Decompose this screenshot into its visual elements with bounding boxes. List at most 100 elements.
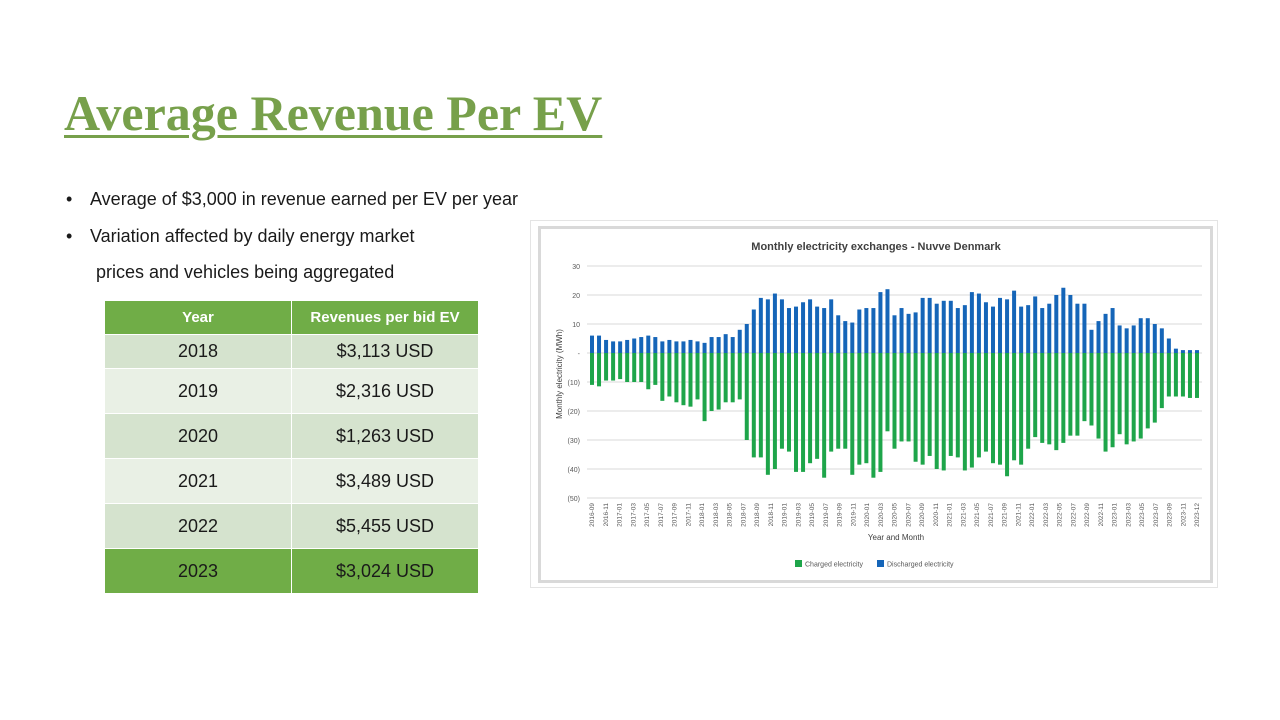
chart-container: Monthly electricity exchanges - Nuvve De… (530, 220, 1218, 588)
discharged-bar (794, 306, 799, 353)
discharged-bar (829, 299, 834, 353)
x-tick-label: 2020-03 (878, 503, 885, 527)
discharged-bar (1110, 308, 1115, 353)
discharged-bar (1019, 306, 1024, 353)
discharged-bar (983, 302, 988, 353)
discharged-bar (639, 337, 644, 353)
table-cell-year: 2019 (104, 368, 292, 414)
slide-title: Average Revenue Per EV (64, 85, 603, 141)
discharged-bar (899, 308, 904, 353)
charged-bar (1082, 353, 1087, 422)
charged-bar (1033, 353, 1038, 438)
discharged-bar (927, 297, 932, 353)
x-tick-label: 2023-05 (1139, 503, 1146, 527)
charged-bar (723, 353, 728, 403)
x-tick-label: 2022-09 (1084, 503, 1091, 527)
y-tick-label: (50) (568, 496, 580, 503)
charged-bar (709, 353, 714, 411)
discharged-bar (815, 306, 820, 353)
discharged-bar (744, 324, 749, 353)
discharged-bar (688, 339, 693, 353)
discharged-bar (1145, 318, 1150, 353)
discharged-bar (1047, 303, 1052, 353)
table-row: 2022 $5,455 USD (104, 503, 479, 549)
discharged-bar (1075, 303, 1080, 353)
table-header-revenue: Revenues per bid EV (291, 300, 479, 335)
x-tick-label: 2018-09 (754, 503, 761, 527)
charged-bar (1145, 353, 1150, 429)
discharged-bar (843, 321, 848, 353)
charged-bar (737, 353, 742, 400)
bullet-item: • Average of $3,000 in revenue earned per… (66, 186, 518, 212)
discharged-bar (962, 305, 967, 353)
legend-label-discharged: Discharged electricity (887, 562, 954, 569)
charged-bar (1054, 353, 1059, 451)
table-cell-revenue: $3,489 USD (291, 458, 479, 504)
discharged-bar (913, 312, 918, 353)
discharged-bar (920, 297, 925, 353)
discharged-bar (1103, 313, 1108, 353)
x-tick-label: 2022-05 (1057, 503, 1064, 527)
charged-bar (941, 353, 946, 471)
charged-bar (625, 353, 630, 382)
discharged-bar (1096, 321, 1101, 353)
table-cell-revenue: $5,455 USD (291, 503, 479, 549)
x-tick-label: 2018-01 (699, 503, 706, 527)
discharged-bar (808, 299, 813, 353)
table-row: 2023 $3,024 USD (104, 548, 479, 594)
x-tick-label: 2023-01 (1112, 503, 1119, 527)
y-tick-label: 10 (572, 322, 580, 329)
charged-bar (955, 353, 960, 458)
charged-bar (1089, 353, 1094, 426)
x-tick-label: 2023-12 (1194, 503, 1201, 527)
charged-bar (1103, 353, 1108, 452)
table-cell-year: 2023 (104, 548, 292, 594)
charged-bar (653, 353, 658, 385)
charged-bar (660, 353, 665, 401)
x-tick-label: 2017-03 (630, 503, 637, 527)
legend-swatch-charged (795, 560, 802, 567)
discharged-bar (1187, 350, 1192, 353)
discharged-bar (653, 337, 658, 353)
charged-bar (899, 353, 904, 442)
discharged-bar (1159, 328, 1164, 353)
x-tick-label: 2022-07 (1070, 503, 1077, 527)
charged-bar (604, 353, 609, 381)
discharged-bar (836, 315, 841, 353)
bullet-list: • Average of $3,000 in revenue earned per… (66, 186, 518, 285)
x-tick-label: 2022-03 (1043, 503, 1050, 527)
charged-bar (779, 353, 784, 449)
discharged-bar (892, 315, 897, 353)
discharged-bar (730, 337, 735, 353)
table-row: 2020 $1,263 USD (104, 413, 479, 459)
charged-bar (1173, 353, 1178, 397)
discharged-bar (878, 292, 883, 353)
x-tick-label: 2022-11 (1098, 503, 1105, 527)
x-tick-label: 2019-05 (809, 503, 816, 527)
discharged-bar (906, 313, 911, 353)
charged-bar (1012, 353, 1017, 461)
x-tick-label: 2018-05 (727, 503, 734, 527)
charged-bar (998, 353, 1003, 465)
chart-frame: Monthly electricity exchanges - Nuvve De… (538, 226, 1213, 583)
discharged-bar (597, 335, 602, 353)
x-tick-label: 2021-05 (974, 503, 981, 527)
discharged-bar (955, 308, 960, 353)
chart-title: Monthly electricity exchanges - Nuvve De… (751, 241, 1001, 253)
discharged-bar (1040, 308, 1045, 353)
discharged-bar (1082, 303, 1087, 353)
charged-bar (857, 353, 862, 465)
charged-bar (681, 353, 686, 406)
table-cell-revenue: $3,113 USD (291, 334, 479, 369)
table-cell-year: 2022 (104, 503, 292, 549)
table-row: 2019 $2,316 USD (104, 368, 479, 414)
bullet-dot: • (66, 226, 73, 246)
charged-bar (843, 353, 848, 449)
charged-bar (850, 353, 855, 475)
charged-bar (1096, 353, 1101, 439)
bullet-dot: • (66, 189, 73, 209)
y-tick-label: 30 (572, 264, 580, 271)
bullet-item: • Variation affected by daily energy mark… (66, 223, 518, 249)
x-tick-label: 2020-01 (864, 503, 871, 527)
discharged-bar (751, 309, 756, 353)
